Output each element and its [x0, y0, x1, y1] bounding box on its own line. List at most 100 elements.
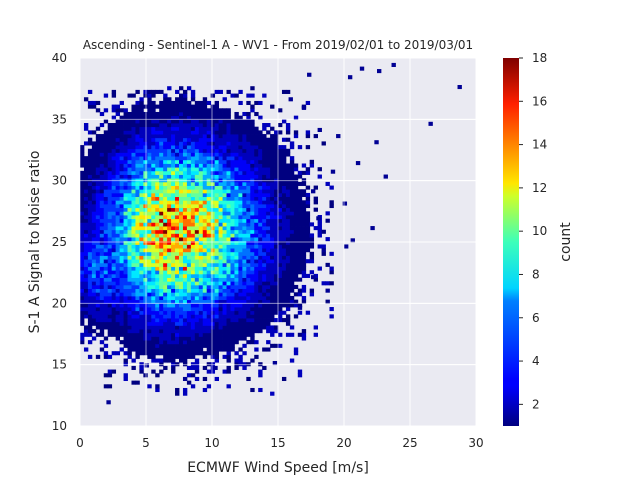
heatmap-cell [262, 226, 267, 231]
heatmap-cell [210, 240, 216, 245]
heatmap-cell [175, 115, 180, 120]
heatmap-cell [285, 273, 291, 278]
heatmap-cell [246, 174, 251, 179]
heatmap-cell [274, 192, 279, 198]
heatmap-cell [127, 170, 132, 175]
heatmap-cell [281, 152, 287, 157]
heatmap-cell [119, 277, 124, 282]
heatmap-cell [163, 141, 168, 146]
heatmap-cell [131, 192, 136, 198]
heatmap-cell [91, 159, 97, 164]
heatmap-cell [198, 288, 204, 293]
heatmap-cell [103, 251, 109, 256]
heatmap-cell [139, 156, 144, 161]
heatmap-cell [147, 244, 152, 249]
heatmap-cell [107, 329, 113, 334]
heatmap-cell [167, 347, 172, 352]
heatmap-cell [230, 248, 235, 253]
heatmap-cell [175, 270, 180, 275]
heatmap-cell [194, 310, 200, 315]
heatmap-cell [163, 273, 168, 278]
heatmap-cell [274, 211, 279, 216]
heatmap-cell [214, 255, 219, 260]
heatmap-cell [95, 218, 101, 223]
heatmap-cell [202, 284, 208, 290]
heatmap-cell [95, 233, 101, 238]
heatmap-cell [139, 108, 144, 113]
heatmap-cell [167, 259, 172, 264]
heatmap-cell [167, 255, 172, 260]
heatmap-cell [194, 332, 200, 337]
heatmap-cell [230, 134, 235, 139]
heatmap-cell [186, 222, 192, 227]
heatmap-cell [270, 325, 275, 330]
heatmap-cell [147, 211, 152, 216]
heatmap-cell [167, 170, 172, 175]
heatmap-cell [111, 137, 117, 142]
heatmap-cell [119, 314, 124, 319]
heatmap-cell [115, 314, 120, 319]
heatmap-cell [115, 126, 120, 131]
heatmap-cell [202, 240, 208, 245]
heatmap-cell [313, 273, 318, 278]
heatmap-cell [175, 295, 180, 301]
heatmap-cell [289, 332, 295, 337]
heatmap-cell [119, 163, 124, 168]
heatmap-cell [278, 108, 283, 113]
heatmap-cell [210, 343, 216, 348]
heatmap-cell [190, 111, 196, 117]
heatmap-cell [167, 318, 172, 323]
heatmap-cell [179, 156, 184, 161]
heatmap-cell [186, 240, 192, 245]
heatmap-cell [218, 222, 223, 227]
heatmap-cell [95, 126, 101, 131]
heatmap-cell [238, 134, 243, 139]
heatmap-cell [262, 325, 267, 330]
heatmap-cell [123, 303, 128, 308]
heatmap-cell [103, 137, 109, 142]
heatmap-cell [115, 284, 120, 290]
heatmap-cell [289, 284, 295, 290]
heatmap-cell [87, 262, 93, 267]
heatmap-cell [266, 262, 271, 267]
heatmap-cell [159, 152, 164, 157]
heatmap-cell [226, 156, 231, 161]
heatmap-cell [293, 273, 299, 278]
heatmap-cell [246, 310, 251, 315]
heatmap-cell [182, 211, 188, 216]
heatmap-cell [281, 229, 287, 234]
heatmap-cell [171, 281, 176, 286]
heatmap-cell [262, 273, 267, 278]
heatmap-cell [230, 159, 235, 164]
heatmap-cell [123, 273, 128, 278]
heatmap-cell [139, 273, 144, 278]
heatmap-cell [278, 262, 283, 267]
heatmap-cell [242, 248, 247, 253]
heatmap-cell [182, 259, 188, 264]
heatmap-cell [297, 310, 303, 315]
heatmap-cell [119, 237, 124, 242]
heatmap-cell [285, 215, 291, 220]
heatmap-cell [179, 192, 184, 198]
heatmap-cell [159, 108, 164, 113]
heatmap-cell [202, 196, 208, 201]
heatmap-cell [91, 189, 97, 194]
heatmap-cell [246, 303, 251, 308]
heatmap-cell [222, 108, 227, 113]
heatmap-cell [163, 299, 168, 304]
heatmap-cell [127, 237, 132, 242]
heatmap-cell [190, 329, 196, 334]
heatmap-cell [262, 288, 267, 293]
heatmap-cell [206, 255, 212, 260]
heatmap-cell [278, 130, 283, 135]
heatmap-cell [123, 148, 128, 153]
heatmap-cell [186, 192, 192, 198]
heatmap-cell [190, 170, 196, 175]
heatmap-cell [297, 277, 303, 282]
heatmap-cell [186, 332, 192, 337]
heatmap-cell [285, 314, 291, 319]
heatmap-cell [163, 325, 168, 330]
heatmap-cell [258, 167, 263, 172]
heatmap-cell [135, 266, 140, 271]
heatmap-cell [305, 273, 311, 278]
